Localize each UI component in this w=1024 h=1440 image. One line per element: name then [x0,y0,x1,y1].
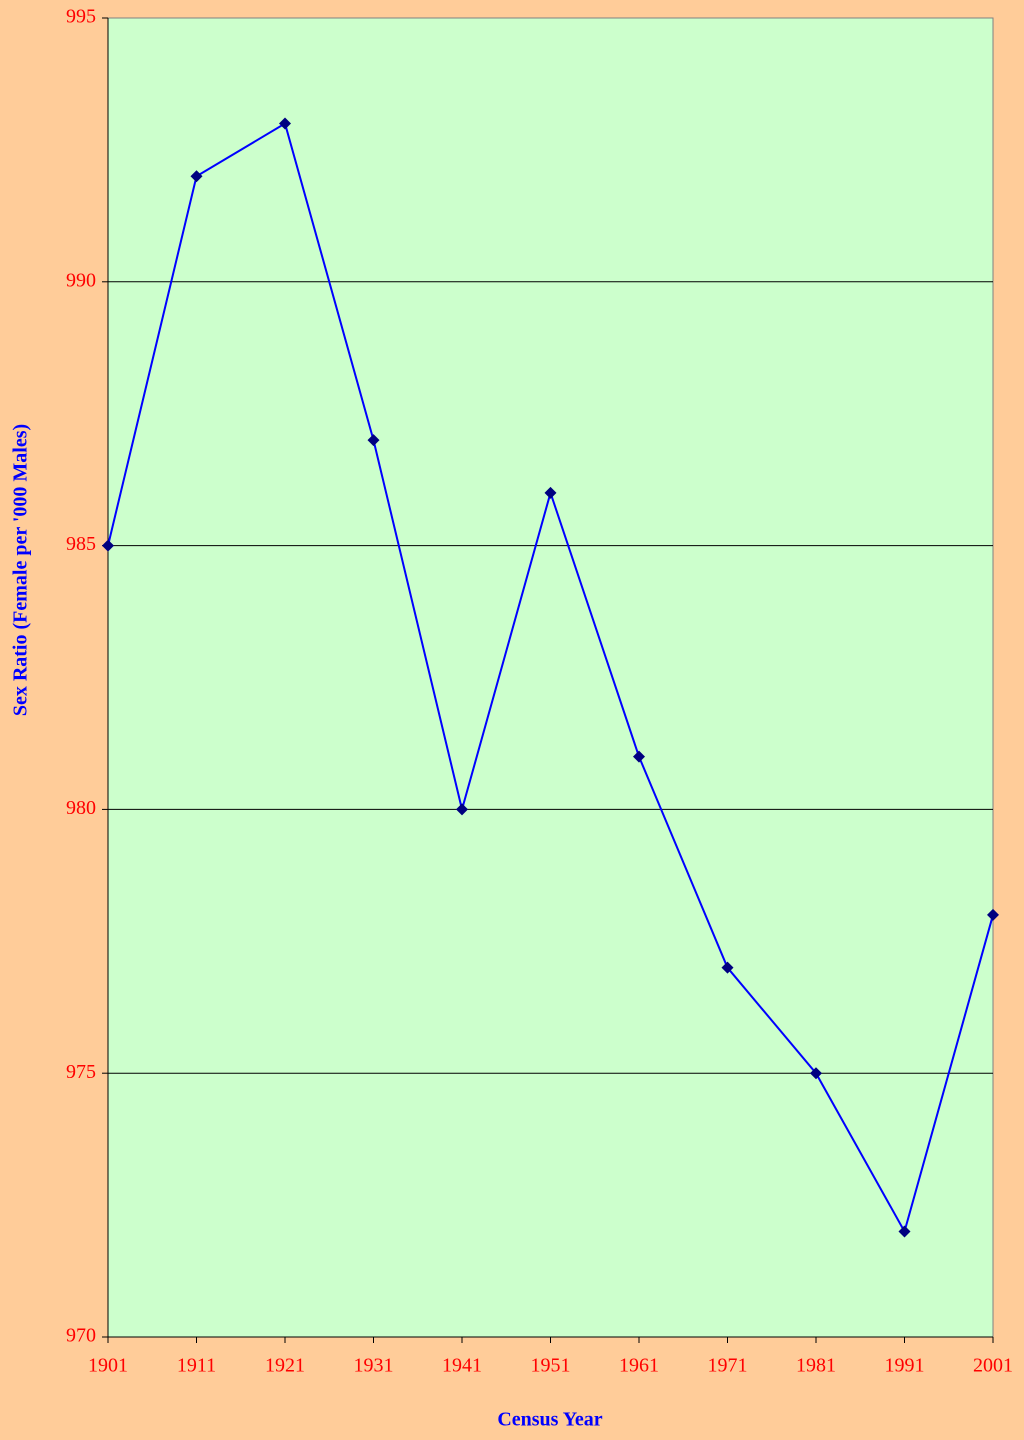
marker [102,539,114,552]
x-tick-label: 1901 [88,1355,128,1377]
marker [987,908,999,921]
x-tick-label: 1921 [265,1355,305,1377]
x-tick-label: 1991 [885,1355,925,1377]
marker [544,486,557,499]
marker [367,434,380,447]
x-tick-label: 1931 [354,1355,394,1377]
x-tick-label: 1911 [177,1355,216,1377]
marker [190,170,203,183]
y-tick-label: 970 [66,1325,96,1347]
x-tick-label: 1951 [531,1355,571,1377]
y-tick-label: 990 [66,269,96,291]
marker [721,961,734,974]
marker [898,1225,911,1238]
y-tick-label: 980 [66,797,96,819]
x-tick-label: 2001 [973,1355,1013,1377]
y-tick-label: 975 [66,1061,96,1083]
x-tick-label: 1981 [796,1355,836,1377]
plot-area [107,17,994,1338]
y-tick-label: 995 [66,6,96,28]
y-axis-title: Sex Ratio (Female per '000 Males) [10,424,32,716]
x-tick-label: 1941 [442,1355,482,1377]
marker [633,750,645,763]
marker [810,1067,822,1080]
x-tick-label: 1961 [619,1355,659,1377]
y-tick-label: 985 [66,533,96,555]
marker [456,803,468,816]
x-tick-label: 1971 [708,1355,748,1377]
x-axis-title: Census Year [497,1409,602,1431]
marker [279,117,291,130]
